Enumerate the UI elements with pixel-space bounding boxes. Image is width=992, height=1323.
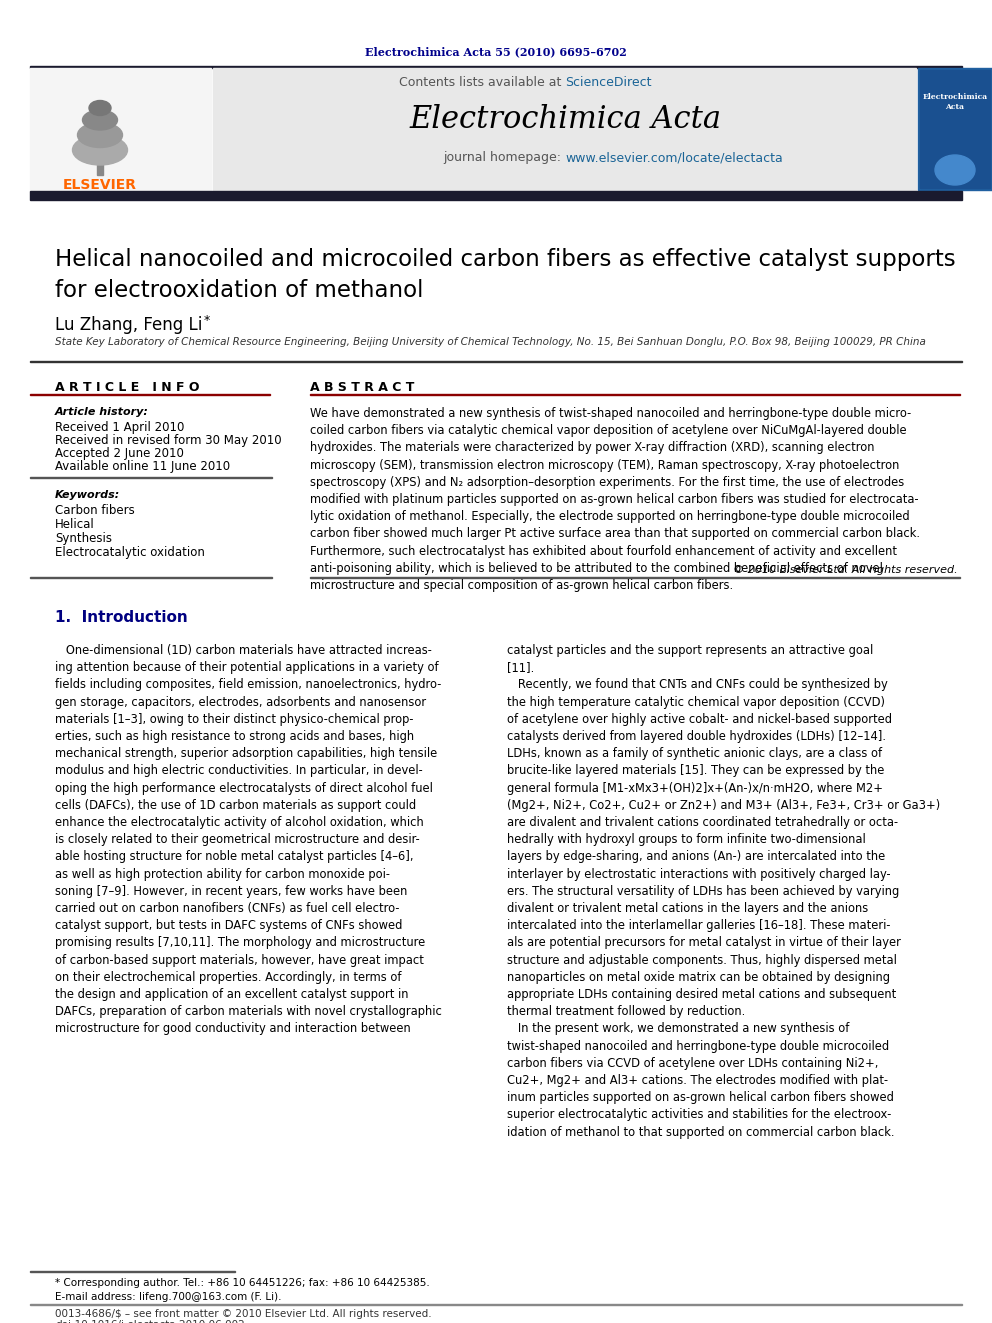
Text: Received 1 April 2010: Received 1 April 2010 (55, 421, 185, 434)
Text: We have demonstrated a new synthesis of twist-shaped nanocoiled and herringbone-: We have demonstrated a new synthesis of … (310, 407, 920, 591)
Text: State Key Laboratory of Chemical Resource Engineering, Beijing University of Che: State Key Laboratory of Chemical Resourc… (55, 337, 926, 347)
Text: © 2010 Elsevier Ltd. All rights reserved.: © 2010 Elsevier Ltd. All rights reserved… (733, 565, 958, 576)
Text: Available online 11 June 2010: Available online 11 June 2010 (55, 460, 230, 474)
Text: Helical: Helical (55, 519, 95, 531)
Text: www.elsevier.com/locate/electacta: www.elsevier.com/locate/electacta (565, 152, 783, 164)
Text: Electrochimica Acta 55 (2010) 6695–6702: Electrochimica Acta 55 (2010) 6695–6702 (365, 46, 627, 57)
Bar (30, 66, 962, 67)
Ellipse shape (82, 110, 117, 130)
Text: *: * (204, 314, 210, 327)
Ellipse shape (72, 135, 128, 165)
Text: Contents lists available at: Contents lists available at (399, 77, 565, 90)
Text: catalyst particles and the support represents an attractive goal
[11].
   Recent: catalyst particles and the support repre… (507, 644, 940, 1139)
Text: ELSEVIER: ELSEVIER (63, 179, 137, 192)
Text: Electrochimica
Acta: Electrochimica Acta (923, 93, 988, 111)
Text: Carbon fibers: Carbon fibers (55, 504, 135, 517)
Text: 0013-4686/$ – see front matter © 2010 Elsevier Ltd. All rights reserved.: 0013-4686/$ – see front matter © 2010 El… (55, 1308, 432, 1319)
Bar (30, 191, 962, 200)
Text: journal homepage:: journal homepage: (443, 152, 565, 164)
Text: * Corresponding author. Tel.: +86 10 64451226; fax: +86 10 64425385.: * Corresponding author. Tel.: +86 10 644… (55, 1278, 430, 1289)
Text: Synthesis: Synthesis (55, 532, 112, 545)
Bar (97, 146, 103, 175)
Text: A B S T R A C T: A B S T R A C T (310, 381, 415, 394)
Text: Lu Zhang, Feng Li: Lu Zhang, Feng Li (55, 316, 202, 333)
Ellipse shape (77, 123, 122, 147)
Bar (30, 67, 211, 191)
Bar (213, 67, 916, 191)
Ellipse shape (935, 155, 975, 185)
Text: One-dimensional (1D) carbon materials have attracted increas-
ing attention beca: One-dimensional (1D) carbon materials ha… (55, 644, 441, 1036)
Text: Article history:: Article history: (55, 407, 149, 417)
Text: Electrocatalytic oxidation: Electrocatalytic oxidation (55, 546, 205, 560)
Bar (920, 70, 990, 188)
Text: E-mail address: lifeng.700@163.com (F. Li).: E-mail address: lifeng.700@163.com (F. L… (55, 1293, 282, 1302)
Bar (918, 67, 992, 191)
Text: Received in revised form 30 May 2010: Received in revised form 30 May 2010 (55, 434, 282, 447)
Text: A R T I C L E   I N F O: A R T I C L E I N F O (55, 381, 199, 394)
Text: Electrochimica Acta: Electrochimica Acta (409, 105, 721, 135)
Ellipse shape (89, 101, 111, 115)
Text: 1.  Introduction: 1. Introduction (55, 610, 187, 624)
Text: Keywords:: Keywords: (55, 490, 120, 500)
Text: doi:10.1016/j.electacta.2010.06.002: doi:10.1016/j.electacta.2010.06.002 (55, 1320, 245, 1323)
Text: Helical nanocoiled and microcoiled carbon fibers as effective catalyst supports
: Helical nanocoiled and microcoiled carbo… (55, 247, 955, 302)
Text: ScienceDirect: ScienceDirect (565, 77, 652, 90)
Text: Accepted 2 June 2010: Accepted 2 June 2010 (55, 447, 184, 460)
